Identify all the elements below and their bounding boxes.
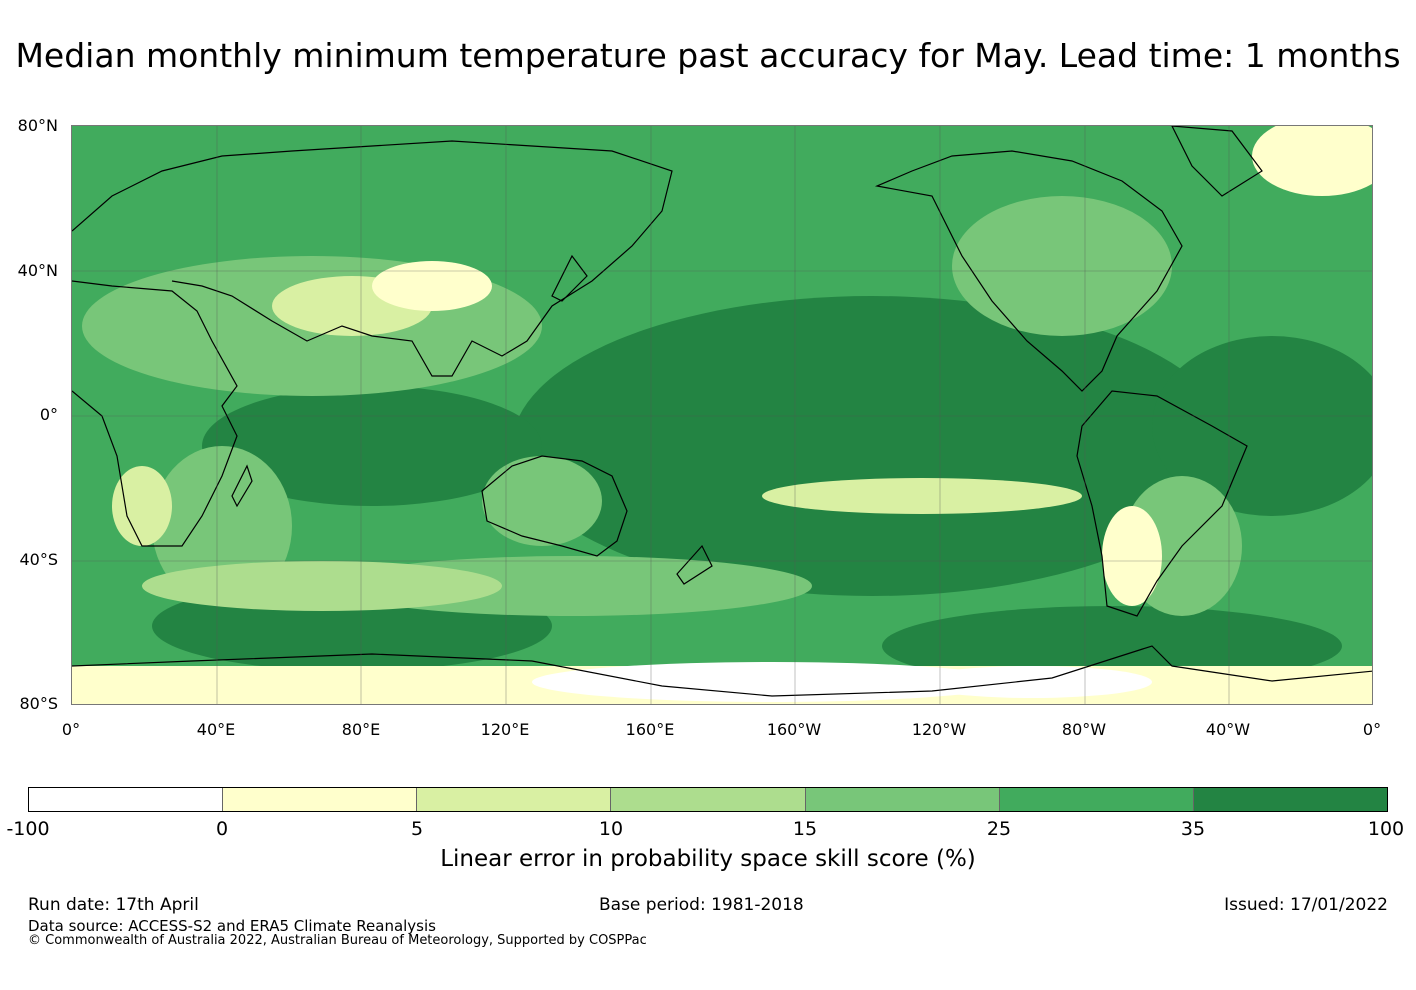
madagascar-coastline bbox=[231, 464, 253, 508]
south-pacific-low-skill-band bbox=[762, 478, 1082, 514]
antarctica-negative-skill-2 bbox=[912, 666, 1152, 698]
map-canvas bbox=[72, 126, 1372, 704]
lon-label-120w: 120°W bbox=[911, 720, 967, 739]
greenland-coastline bbox=[1171, 126, 1263, 197]
lat-label-0: 0° bbox=[39, 405, 58, 424]
australia-coastline bbox=[481, 455, 628, 557]
lon-label-0-right: 0° bbox=[1362, 720, 1382, 739]
north-america-moderate-skill bbox=[952, 196, 1172, 336]
colorbar-segment bbox=[29, 788, 223, 811]
colorbar-title: Linear error in probability space skill … bbox=[440, 846, 976, 872]
colorbar-label: 25 bbox=[986, 818, 1012, 840]
skill-score-map bbox=[71, 125, 1373, 705]
copyright: © Commonwealth of Australia 2022, Austra… bbox=[28, 933, 647, 948]
lon-label-160w: 160°W bbox=[766, 720, 822, 739]
coastlines bbox=[72, 126, 1372, 697]
new-zealand-coastline bbox=[676, 544, 713, 585]
colorbar-segment bbox=[998, 788, 1193, 811]
colorbar-segment bbox=[610, 788, 805, 811]
colorbar-label: 10 bbox=[598, 818, 624, 840]
australia-moderate-skill bbox=[482, 456, 602, 546]
lon-label-0-left: 0° bbox=[61, 720, 81, 739]
greenland-low-skill bbox=[1252, 126, 1372, 196]
atlantic-high-skill-zone bbox=[1152, 336, 1372, 516]
lat-label-80n: 80°N bbox=[17, 116, 58, 135]
colorbar-label: 0 bbox=[215, 818, 229, 840]
lon-label-160e: 160°E bbox=[625, 720, 675, 739]
argentina-low-skill bbox=[1102, 506, 1162, 606]
map-title: Median monthly minimum temperature past … bbox=[15, 36, 1401, 75]
pacific-high-skill-zone bbox=[512, 296, 1232, 596]
lon-label-120e: 120°E bbox=[480, 720, 530, 739]
north-america-coastline bbox=[874, 150, 1183, 392]
colorbar-segment bbox=[222, 788, 417, 811]
colorbar-label: 100 bbox=[1367, 818, 1405, 840]
tibet-low-skill bbox=[372, 261, 492, 311]
colorbar-segment bbox=[416, 788, 611, 811]
colorbar-segment bbox=[804, 788, 999, 811]
colorbar-label: 5 bbox=[410, 818, 424, 840]
issued-date: Issued: 17/01/2022 bbox=[1224, 895, 1388, 915]
southern-africa-low-skill bbox=[112, 466, 172, 546]
colorbar-label: 35 bbox=[1180, 818, 1206, 840]
graticule bbox=[72, 126, 1372, 704]
colorbar-segment bbox=[1192, 788, 1387, 811]
colorbar bbox=[28, 787, 1388, 812]
run-date: Run date: 17th April bbox=[28, 895, 199, 915]
base-period: Base period: 1981-2018 bbox=[599, 895, 804, 915]
colorbar-label: 15 bbox=[792, 818, 818, 840]
lat-label-80s: 80°S bbox=[19, 694, 58, 713]
japan-coastline bbox=[551, 254, 588, 302]
africa-coastline bbox=[72, 280, 238, 547]
lon-label-40e: 40°E bbox=[196, 720, 236, 739]
lon-label-40w: 40°W bbox=[1205, 720, 1251, 739]
lon-label-80e: 80°E bbox=[341, 720, 381, 739]
antarctica-coastline bbox=[72, 645, 1372, 697]
lat-label-40s: 40°S bbox=[19, 550, 58, 569]
south-america-coastline bbox=[1076, 390, 1248, 617]
lat-label-40n: 40°N bbox=[17, 261, 58, 280]
eurasia-coastline bbox=[72, 140, 673, 377]
data-source: Data source: ACCESS-S2 and ERA5 Climate … bbox=[28, 917, 436, 935]
colorbar-label: -100 bbox=[6, 818, 50, 840]
southern-ocean-low-skill-band bbox=[142, 561, 502, 611]
lon-label-80w: 80°W bbox=[1061, 720, 1107, 739]
